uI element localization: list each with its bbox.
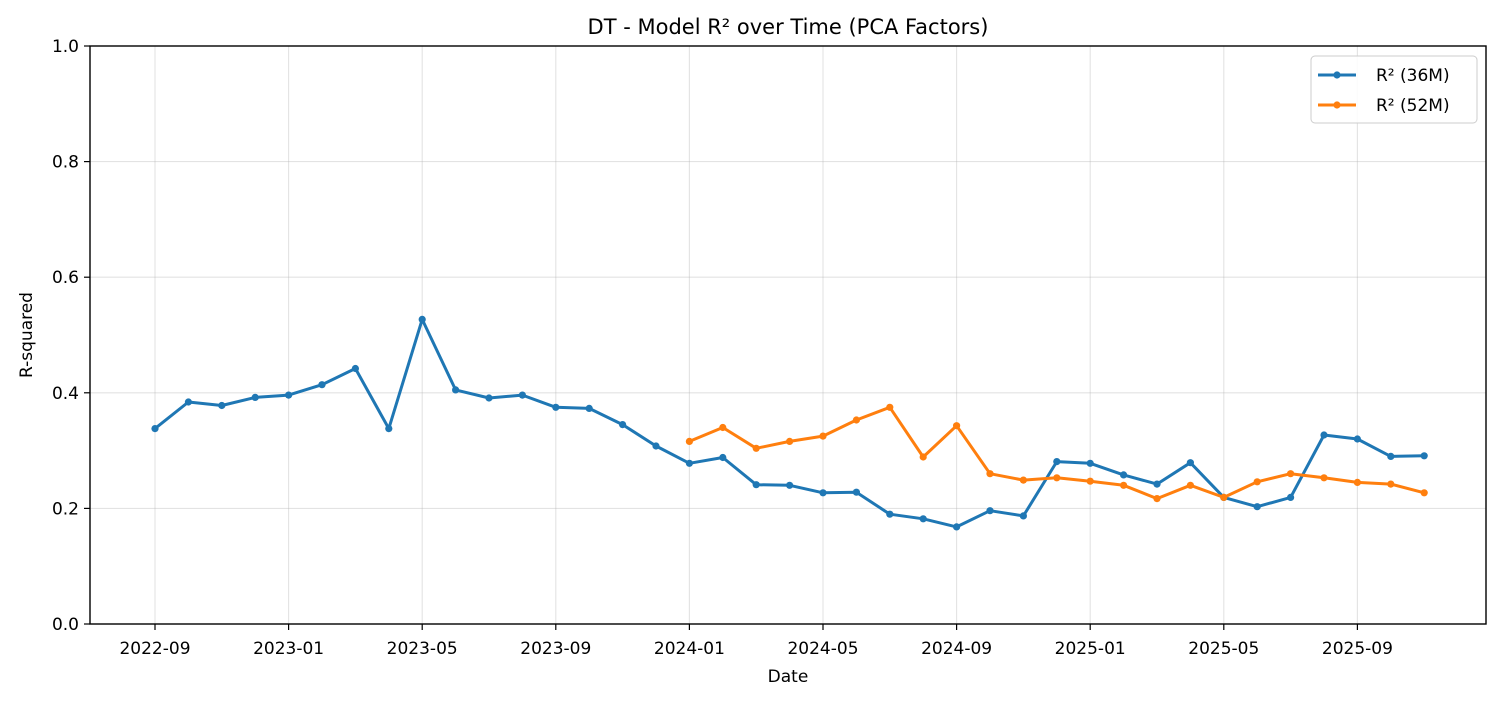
x-tick-label: 2023-09: [520, 639, 591, 659]
data-point: [285, 391, 293, 399]
y-axis-label: R-squared: [17, 292, 37, 378]
data-point: [986, 507, 994, 515]
x-tick-label: 2022-09: [119, 639, 190, 659]
data-point: [1086, 459, 1094, 467]
data-point: [619, 421, 627, 429]
data-point: [351, 364, 359, 373]
x-tick-label: 2023-01: [253, 639, 324, 659]
series-lines: [151, 315, 1428, 531]
data-point: [1053, 458, 1061, 466]
data-point: [886, 510, 894, 518]
data-point: [986, 470, 994, 478]
chart-title: DT - Model R² over Time (PCA Factors): [588, 15, 989, 39]
data-point: [251, 393, 259, 401]
data-point: [752, 444, 760, 452]
data-point: [1019, 476, 1027, 484]
data-point: [452, 386, 460, 394]
data-point: [1253, 503, 1261, 511]
legend-swatch-marker: [1333, 101, 1341, 109]
data-point: [1220, 493, 1228, 501]
data-point: [919, 453, 927, 461]
y-tick-label: 0.4: [52, 384, 79, 404]
series-1: [151, 315, 1428, 531]
legend-entry-label: R² (52M): [1376, 96, 1450, 116]
data-point: [1320, 474, 1328, 482]
axis-ticks: 0.0 0.2 0.4 0.6 0.8 1.0 2022-09 2023-01 2023-05 2…: [52, 37, 1393, 659]
data-point: [1186, 459, 1194, 467]
series-line: [153, 317, 1426, 529]
x-tick-label: 2025-05: [1188, 639, 1259, 659]
y-tick-label: 0.2: [52, 499, 79, 519]
data-point: [1287, 470, 1295, 478]
series-2: [685, 403, 1428, 503]
plot-area-frame: [89, 45, 1487, 625]
x-tick-label: 2024-01: [654, 639, 725, 659]
data-point: [151, 425, 159, 433]
data-point: [1420, 489, 1428, 497]
data-point: [1353, 435, 1361, 443]
y-tick-label: 0.0: [52, 615, 79, 635]
x-tick-label: 2025-09: [1322, 639, 1393, 659]
data-point: [786, 481, 794, 489]
x-tick-label: 2024-05: [787, 639, 858, 659]
data-point: [485, 394, 493, 402]
data-point: [1186, 481, 1194, 489]
data-point: [1320, 431, 1328, 439]
data-point: [719, 423, 727, 432]
data-point: [852, 488, 861, 496]
data-point: [719, 453, 727, 462]
data-point: [953, 422, 961, 430]
data-point: [1387, 452, 1395, 460]
data-point: [218, 401, 226, 410]
data-point: [552, 403, 560, 411]
data-point: [1287, 493, 1295, 501]
x-axis-label: Date: [768, 667, 809, 687]
data-point: [852, 416, 861, 424]
legend-swatch-marker: [1333, 71, 1341, 79]
data-point: [585, 404, 593, 412]
data-point: [1387, 480, 1395, 488]
x-tick-label: 2025-01: [1055, 639, 1126, 659]
x-tick-label: 2023-05: [387, 639, 458, 659]
data-point: [1086, 477, 1094, 485]
data-point: [418, 315, 426, 323]
data-point: [685, 459, 694, 467]
data-point: [1053, 474, 1061, 482]
data-point: [318, 381, 326, 389]
data-point: [1353, 478, 1361, 486]
data-point: [819, 432, 827, 440]
grid: [90, 45, 1486, 625]
data-point: [1120, 481, 1128, 489]
data-point: [1420, 452, 1428, 460]
data-point: [1253, 478, 1261, 486]
data-point: [385, 425, 393, 433]
data-point: [886, 403, 894, 411]
data-point: [685, 437, 694, 445]
data-point: [919, 515, 927, 523]
data-point: [1153, 480, 1161, 488]
data-point: [1019, 512, 1027, 520]
y-tick-label: 0.8: [52, 153, 79, 173]
data-point: [1120, 471, 1128, 479]
data-point: [953, 523, 961, 531]
data-point: [518, 391, 527, 399]
legend: R² (36M) R² (52M): [1310, 55, 1478, 124]
data-point: [786, 437, 794, 445]
y-tick-label: 0.6: [52, 268, 79, 288]
y-tick-label: 1.0: [52, 37, 79, 57]
x-tick-label: 2024-09: [921, 639, 992, 659]
data-point: [652, 442, 660, 450]
data-point: [752, 481, 760, 489]
data-point: [819, 489, 827, 497]
legend-entry-label: R² (36M): [1376, 66, 1450, 86]
data-point: [1153, 495, 1161, 503]
data-point: [184, 398, 192, 406]
